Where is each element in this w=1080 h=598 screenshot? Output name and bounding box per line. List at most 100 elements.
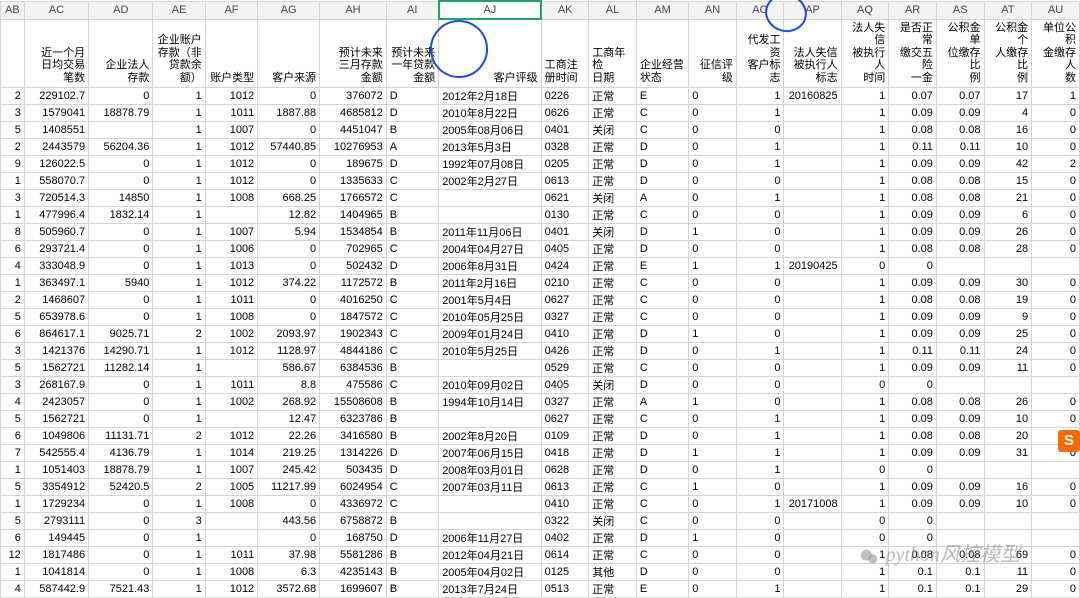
field-header-AH[interactable]: 预计未来 三月存款 金额 <box>320 19 387 87</box>
cell[interactable]: 1 <box>153 461 205 478</box>
cell[interactable]: D <box>386 529 438 546</box>
cell[interactable] <box>205 206 257 223</box>
field-header-AP[interactable]: 法人失信 被执行人 标志 <box>784 19 841 87</box>
table-row[interactable]: 2244357956204.361101257440.8510276953A20… <box>1 138 1080 155</box>
cell[interactable] <box>784 410 841 427</box>
cell[interactable] <box>784 223 841 240</box>
cell[interactable]: 1 <box>736 87 784 104</box>
cell[interactable]: 2012年04月21日 <box>439 546 541 563</box>
cell[interactable]: 21 <box>984 189 1032 206</box>
cell[interactable] <box>1032 529 1080 546</box>
cell[interactable]: 1 <box>841 444 889 461</box>
cell[interactable]: 0 <box>258 257 320 274</box>
cell[interactable]: 1 <box>153 546 205 563</box>
cell[interactable]: 2 <box>153 427 205 444</box>
table-row[interactable]: 515627210112.476323786B0627正常C0110.090.0… <box>1 410 1080 427</box>
cell[interactable]: 2010年8月22日 <box>439 104 541 121</box>
cell[interactable]: 0 <box>689 580 737 597</box>
cell[interactable]: C <box>386 342 438 359</box>
cell[interactable]: 0 <box>89 393 153 410</box>
cell[interactable]: 7521.43 <box>89 580 153 597</box>
cell[interactable]: 268.92 <box>258 393 320 410</box>
cell[interactable]: 1 <box>153 189 205 206</box>
cell[interactable]: 0 <box>1032 410 1080 427</box>
cell[interactable]: D <box>636 461 688 478</box>
cell[interactable]: 0621 <box>541 189 589 206</box>
cell[interactable]: 0 <box>689 155 737 172</box>
spreadsheet-table[interactable]: ABACADAEAFAGAHAIAJAKALAMANAOAPAQARASATAU… <box>0 0 1080 598</box>
cell[interactable]: 0.09 <box>889 274 937 291</box>
cell[interactable]: 25 <box>984 325 1032 342</box>
cell[interactable]: 10 <box>984 495 1032 512</box>
cell[interactable]: 0.09 <box>936 478 984 495</box>
cell[interactable]: 0.08 <box>936 121 984 138</box>
cell[interactable]: 168750 <box>320 529 387 546</box>
cell[interactable]: 1128.97 <box>258 342 320 359</box>
cell[interactable]: 1 <box>736 580 784 597</box>
cell[interactable]: 0.08 <box>889 427 937 444</box>
cell[interactable]: 3572.68 <box>258 580 320 597</box>
cell[interactable]: 1014 <box>205 444 257 461</box>
table-row[interactable]: 110418140110086.34235143B2005年04月02日0125… <box>1 563 1080 580</box>
cell[interactable]: 1 <box>736 342 784 359</box>
cell[interactable]: 1012 <box>205 342 257 359</box>
cell[interactable]: 0 <box>689 291 737 308</box>
cell[interactable] <box>784 563 841 580</box>
cell[interactable]: 6384536 <box>320 359 387 376</box>
cell[interactable]: 0327 <box>541 308 589 325</box>
cell[interactable]: 5581286 <box>320 546 387 563</box>
cell[interactable]: 0.09 <box>889 444 937 461</box>
cell[interactable]: B <box>386 223 438 240</box>
cell[interactable] <box>784 546 841 563</box>
cell[interactable]: 0 <box>689 274 737 291</box>
cell[interactable]: 正常 <box>589 87 637 104</box>
cell[interactable]: 1 <box>841 563 889 580</box>
cell[interactable]: 0 <box>889 529 937 546</box>
cell[interactable]: 20190425 <box>784 257 841 274</box>
cell[interactable]: 1 <box>1032 87 1080 104</box>
cell[interactable]: 502432 <box>320 257 387 274</box>
cell[interactable]: 关闭 <box>589 189 637 206</box>
cell[interactable] <box>439 495 541 512</box>
cell[interactable]: 1007 <box>205 121 257 138</box>
cell[interactable]: 2011年11月06日 <box>439 223 541 240</box>
cell[interactable]: 0 <box>1032 359 1080 376</box>
col-header-AO[interactable]: AO <box>736 1 784 19</box>
cell[interactable]: 1 <box>841 342 889 359</box>
cell[interactable]: 0 <box>889 257 937 274</box>
cell[interactable]: 关闭 <box>589 376 637 393</box>
cell[interactable]: 1817486 <box>24 546 88 563</box>
cell[interactable]: 1421376 <box>24 342 88 359</box>
cell[interactable] <box>1032 376 1080 393</box>
col-header-AE[interactable]: AE <box>153 1 205 19</box>
cell[interactable]: 0.08 <box>936 393 984 410</box>
cell[interactable]: 11 <box>984 563 1032 580</box>
cell[interactable]: C <box>386 325 438 342</box>
cell[interactable]: 0.09 <box>889 104 937 121</box>
cell[interactable]: 0 <box>89 155 153 172</box>
cell[interactable]: 2009年01月24日 <box>439 325 541 342</box>
cell[interactable]: 2002年8月20日 <box>439 427 541 444</box>
cell[interactable]: D <box>636 325 688 342</box>
cell[interactable]: 149445 <box>24 529 88 546</box>
cell[interactable] <box>784 138 841 155</box>
cell[interactable]: C <box>636 546 688 563</box>
cell[interactable]: 0.08 <box>936 240 984 257</box>
cell[interactable]: D <box>386 444 438 461</box>
table-row[interactable]: 42423057011002268.9215508608B1994年10月14日… <box>1 393 1080 410</box>
cell[interactable]: 1 <box>153 410 205 427</box>
cell[interactable] <box>784 359 841 376</box>
cell[interactable]: 0 <box>689 121 737 138</box>
cell[interactable]: 0.09 <box>889 223 937 240</box>
cell[interactable]: E <box>636 257 688 274</box>
cell[interactable]: 0.08 <box>936 546 984 563</box>
col-header-AG[interactable]: AG <box>258 1 320 19</box>
cell[interactable]: 6024954 <box>320 478 387 495</box>
cell[interactable]: 4451047 <box>320 121 387 138</box>
cell[interactable]: 0 <box>89 172 153 189</box>
cell[interactable]: 0 <box>258 121 320 138</box>
cell[interactable]: D <box>636 155 688 172</box>
field-header-AU[interactable]: 单位公积 金缴存人 数 <box>1032 19 1080 87</box>
cell[interactable]: 29 <box>984 580 1032 597</box>
table-row[interactable]: 3720514.31485011008668.251766572C0621关闭A… <box>1 189 1080 206</box>
